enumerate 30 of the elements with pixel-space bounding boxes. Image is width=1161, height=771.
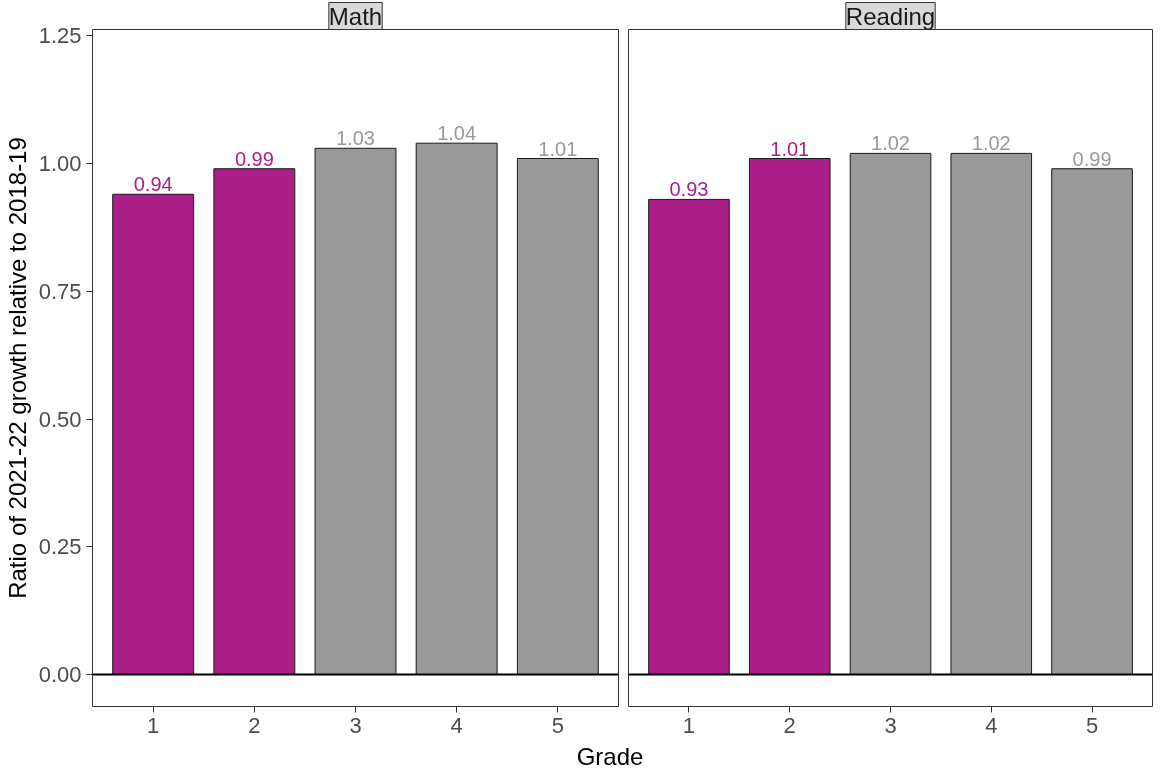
x-tick-label: 3: [349, 712, 362, 738]
x-tick-label: 2: [783, 712, 796, 738]
chart-title: Math: [328, 2, 383, 30]
x-tick-label: 4: [450, 712, 463, 738]
data-label: 1.01: [770, 137, 810, 160]
y-tick-label: 1.00: [38, 151, 82, 177]
x-tick-label: 1: [682, 712, 696, 738]
y-tick-label: 1.25: [38, 23, 82, 49]
data-label: 0.99: [234, 147, 274, 170]
data-label: 1.04: [437, 122, 477, 145]
y-tick-label: 0.50: [38, 406, 82, 432]
x-tick-label: 1: [147, 712, 160, 738]
data-label: 1.03: [336, 127, 375, 150]
data-label: 0.99: [1072, 147, 1112, 170]
x-tick-label: 2: [248, 712, 261, 738]
data-label: 0.93: [669, 178, 709, 201]
x-tick-label: 5: [551, 712, 564, 738]
x-axis-title: Grade: [576, 742, 644, 771]
y-axis-title: Ratio of 2021-22 growth relative to 2018-19: [3, 137, 31, 599]
chart-title: Reading: [845, 2, 936, 30]
y-tick-label: 0.75: [38, 278, 82, 304]
y-tick-label: 0.00: [38, 662, 82, 688]
x-tick-label: 5: [1085, 712, 1099, 738]
x-tick-label: 4: [985, 712, 998, 738]
y-tick-label: 0.25: [38, 534, 82, 560]
data-label: 1.02: [971, 132, 1011, 155]
data-label: 1.01: [538, 137, 578, 160]
data-label: 1.02: [871, 132, 910, 155]
x-tick-label: 3: [884, 712, 897, 738]
data-label: 0.94: [133, 173, 173, 196]
